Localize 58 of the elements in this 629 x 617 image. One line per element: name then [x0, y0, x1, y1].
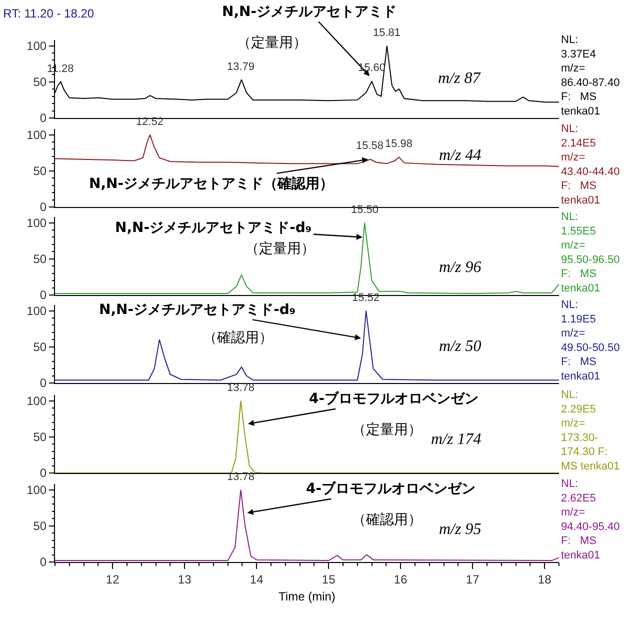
x-tick-label: 16: [394, 572, 408, 586]
y-tick-label: 0: [40, 376, 47, 390]
annotation: N,N-ジメチルアセトアミド-d₉: [99, 302, 296, 318]
annotation: 15.58: [356, 140, 384, 152]
chart-title: RT: 11.20 - 18.20: [3, 6, 94, 21]
annotation: m/z 50: [439, 338, 482, 355]
x-tick-label: 15: [322, 572, 336, 586]
y-tick-label: 0: [40, 288, 47, 302]
text: NL: 2.14E5 m/z= 43.40-44.40 F: MS tenka01: [561, 123, 620, 206]
x-tick-label: 18: [538, 572, 552, 586]
annotation: 13.79: [227, 61, 255, 73]
annotation: 13.78: [227, 471, 255, 483]
annotation: N,N-ジメチルアセトアミド（確認用）: [89, 175, 334, 192]
y-tick-label: 50: [33, 252, 47, 266]
annotation: 4-ブロモフルオロベンゼン: [306, 480, 476, 497]
annotation: 12.52: [136, 116, 164, 128]
annotation: m/z 87: [438, 70, 482, 87]
text: NL: 2.62E5 m/z= 94.40-95.40 F: MS tenka01: [561, 478, 620, 562]
text: NL: 2.29E5 m/z= 173.30- 174.30 F: MS tenka01: [561, 389, 620, 472]
annotation: （定量用）: [352, 422, 422, 438]
y-tick-label: 50: [33, 340, 47, 354]
y-tick-label: 50: [33, 75, 47, 90]
annotation: m/z 174: [431, 431, 482, 448]
y-tick-label: 0: [40, 555, 47, 570]
y-tick-label: 0: [40, 466, 47, 480]
y-tick-label: 0: [40, 111, 47, 126]
y-tick-label: 100: [26, 482, 47, 497]
annotation: m/z 44: [439, 147, 482, 164]
y-tick-label: 50: [33, 430, 47, 444]
annotation: m/z 96: [439, 259, 482, 276]
annotation: N,N-ジメチルアセトアミド: [222, 4, 397, 20]
y-tick-label: 50: [33, 519, 47, 534]
x-tick-label: 12: [106, 572, 120, 586]
annotation: N,N-ジメチルアセトアミド-d₉: [115, 220, 312, 236]
y-tick-label: 100: [26, 128, 47, 142]
y-tick-label: 100: [26, 216, 47, 230]
line-series: [55, 134, 559, 168]
annotation: （定量用）: [245, 241, 315, 257]
annotation: m/z 95: [439, 521, 482, 538]
text: NL: 1.19E5 m/z= 49.50-50.50 F: MS tenka01: [561, 299, 620, 382]
text: NL: 3.37E4 m/z= 86.40-87.40 F: MS tenka01: [561, 34, 620, 118]
annotation: （確認用）: [352, 512, 422, 528]
y-tick-label: 100: [26, 394, 47, 408]
annotation: 13.78: [227, 382, 255, 394]
x-tick-label: 13: [178, 572, 192, 586]
x-tick-label: 17: [466, 572, 480, 586]
x-axis-title: Time (min): [278, 589, 336, 604]
annotation: 4-ブロモフルオロベンゼン: [309, 390, 479, 407]
text: NL: 1.55E5 m/z= 95.50-96.50 F: MS tenka01: [561, 211, 620, 294]
annotation: （確認用）: [203, 330, 273, 346]
y-tick-label: 100: [26, 304, 47, 318]
annotation: 15.81: [373, 27, 401, 39]
y-tick-label: 100: [26, 38, 47, 53]
annotation: （定量用）: [237, 35, 307, 51]
x-tick-label: 14: [250, 572, 264, 586]
y-tick-label: 50: [33, 164, 47, 178]
annotation: 15.98: [385, 138, 413, 150]
y-tick-label: 0: [40, 200, 47, 214]
